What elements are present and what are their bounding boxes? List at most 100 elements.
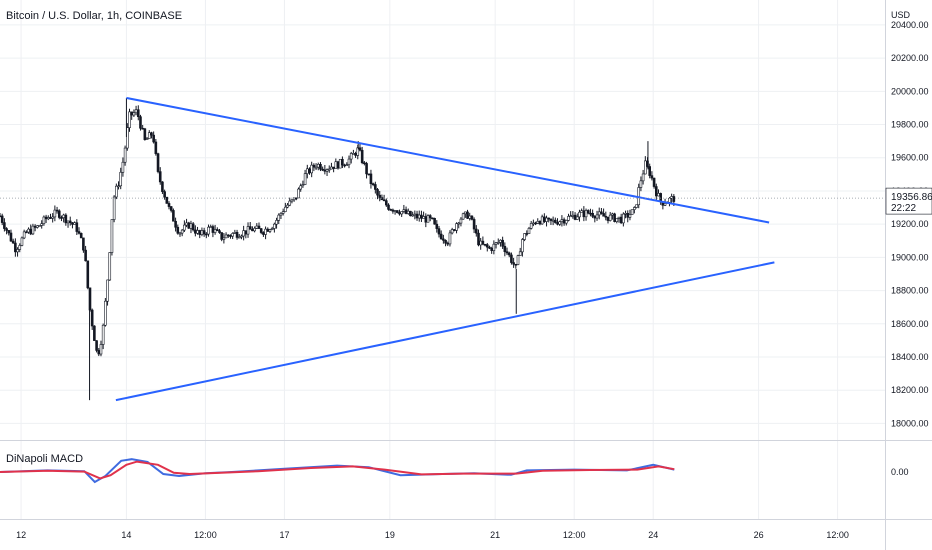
candle-body [86, 260, 90, 289]
candle-body [510, 254, 513, 263]
candle-body [494, 242, 498, 245]
candles-series [0, 97, 676, 401]
candle-body [161, 181, 164, 192]
x-tick-label: 12:00 [826, 530, 849, 540]
y-tick-label: 20200.00 [891, 53, 929, 63]
time-axis[interactable]: 12 14 12:00 17 19 21 12:00 24 26 12:00 [16, 530, 849, 540]
candle-body [264, 228, 267, 235]
candle-body [398, 212, 401, 215]
candle-body [77, 231, 81, 234]
candle-body [27, 228, 30, 233]
candle-body [611, 213, 614, 216]
candle-body [349, 153, 353, 160]
candle-body [279, 213, 283, 216]
candle-body [446, 242, 450, 245]
y-tick-label: 18400.00 [891, 352, 929, 362]
candle-body [569, 215, 572, 218]
candle-body [558, 221, 562, 225]
candle-body [496, 242, 500, 244]
candle-body [25, 231, 28, 234]
candle-body [578, 211, 581, 218]
price-axis[interactable]: 18000.00 18200.00 18400.00 18600.00 18800.00… [891, 20, 929, 428]
candle-body [672, 196, 676, 202]
candle-body [202, 230, 206, 235]
chart-title: Bitcoin / U.S. Dollar, 1h, COINBASE [6, 10, 183, 22]
candle-body [187, 222, 191, 229]
candle-body [483, 243, 487, 246]
candle-body [73, 222, 76, 225]
candle-body [196, 230, 199, 234]
candle-body [608, 214, 612, 221]
candle-body [308, 168, 311, 174]
candle-body [435, 223, 439, 229]
x-tick-label: 24 [648, 530, 658, 540]
candle-body [60, 217, 63, 219]
x-tick-label: 12:00 [563, 530, 586, 540]
candle-body [475, 228, 478, 234]
candle-body [338, 158, 342, 169]
candle-body [301, 184, 305, 187]
candle-body [321, 168, 324, 171]
trendline[interactable] [115, 261, 775, 402]
candle-body [571, 214, 575, 217]
candle-body [650, 175, 654, 179]
x-tick-label: 14 [121, 530, 131, 540]
candle-body [380, 197, 384, 201]
candle-body [123, 147, 127, 163]
candle-body [316, 164, 320, 168]
candle-body [273, 223, 276, 229]
x-tick-label: 19 [385, 530, 395, 540]
y-tick-label: 19800.00 [891, 120, 929, 130]
candle-body [101, 324, 105, 345]
candle-body [75, 222, 79, 232]
candle-body [505, 251, 509, 254]
candle-body [382, 199, 386, 202]
candle-body [139, 116, 142, 129]
candle-body [389, 209, 392, 211]
candle-body [336, 161, 340, 169]
candle-body [305, 168, 309, 175]
candle-body [501, 239, 504, 247]
macd-lines [0, 458, 675, 484]
signal-line [0, 460, 675, 480]
candle-body [314, 166, 318, 169]
candle-body [251, 229, 254, 232]
candle-body [3, 222, 6, 229]
y-tick-label: 20000.00 [891, 86, 929, 96]
candle-body [479, 240, 482, 246]
candle-body [143, 128, 147, 140]
candle-body [189, 223, 193, 229]
candle-body [121, 161, 125, 173]
candle-body [499, 239, 502, 243]
candle-body [49, 217, 52, 219]
candle-body [466, 211, 469, 219]
candle-body [246, 226, 250, 235]
candle-body [198, 230, 202, 235]
candle-body [360, 149, 364, 164]
candle-body [400, 211, 403, 215]
candle-body [147, 132, 151, 139]
candle-body [648, 166, 652, 176]
candle-body [575, 216, 579, 220]
candle-body [374, 184, 377, 190]
candle-body [545, 217, 548, 222]
trendline[interactable] [126, 96, 770, 224]
candle-body [444, 240, 447, 244]
candle-body [490, 247, 493, 251]
candle-body [343, 164, 346, 167]
candle-body [165, 196, 169, 204]
macd-tick-label: 0.00 [891, 467, 909, 477]
candle-body [14, 242, 17, 253]
candle-body [378, 194, 382, 198]
indicator-title[interactable]: DiNapoli MACD [6, 453, 84, 465]
candle-body [303, 173, 307, 185]
candle-body [136, 109, 140, 117]
candle-body [385, 200, 388, 206]
candle-body [461, 213, 465, 220]
candle-body [448, 232, 452, 245]
candle-body [132, 112, 136, 116]
candle-body [591, 212, 594, 217]
candle-body [341, 158, 344, 166]
candle-body [556, 222, 559, 225]
